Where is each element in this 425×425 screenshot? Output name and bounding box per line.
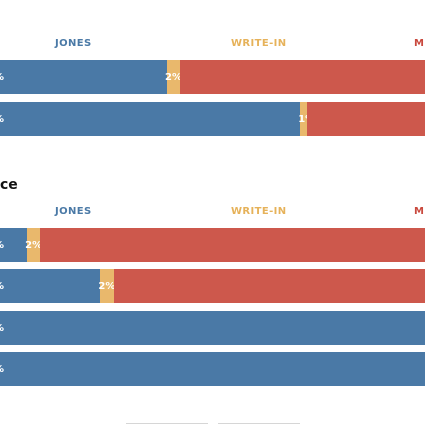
bar-row: % xyxy=(0,352,425,386)
bar-row: % 2% xyxy=(0,228,425,262)
bar-segment-write-in xyxy=(167,60,181,94)
bar-segment-jones xyxy=(0,311,425,345)
data-label-jones: % xyxy=(0,269,4,303)
column-label-other-bottom: M xyxy=(414,206,425,217)
column-label-jones-top: JONES xyxy=(55,38,92,49)
column-label-other-top: M xyxy=(414,38,425,49)
data-label-jones: % xyxy=(0,352,4,386)
data-label-write-in: 1% xyxy=(298,102,315,136)
bar-segment-other xyxy=(113,269,425,303)
bar-segment-write-in xyxy=(300,102,307,136)
bar-segment-jones xyxy=(0,102,301,136)
footer-divider-right xyxy=(218,423,300,424)
data-label-write-in: 2% xyxy=(165,71,182,83)
bar-row: % xyxy=(0,311,425,345)
bar-segment-other xyxy=(180,60,425,94)
bar-segment-jones xyxy=(0,60,167,94)
bar-row: % 2% xyxy=(0,269,425,303)
data-label-jones: % xyxy=(0,60,4,94)
bar-segment-jones xyxy=(0,269,101,303)
bar-segment-jones xyxy=(0,228,28,262)
section-title: ce xyxy=(0,177,18,193)
data-label-write-in: 2% xyxy=(25,239,43,251)
bar-row: % 1% xyxy=(0,102,425,136)
column-label-write-in-bottom: WRITE-IN xyxy=(231,206,287,217)
bar-segment-other xyxy=(306,102,425,136)
data-label-write-in: 2% xyxy=(98,280,116,292)
data-label-jones: % xyxy=(0,102,4,136)
bar-segment-write-in xyxy=(100,269,114,303)
column-label-jones-bottom: JONES xyxy=(55,206,92,217)
bar-segment-other xyxy=(40,228,425,262)
column-label-write-in-top: WRITE-IN xyxy=(231,38,287,49)
data-label-jones: % xyxy=(0,228,4,262)
data-label-jones: % xyxy=(0,311,4,345)
bar-segment-jones xyxy=(0,352,425,386)
bar-row: % 2% xyxy=(0,60,425,94)
footer-divider-left xyxy=(126,423,208,424)
bar-segment-write-in xyxy=(27,228,41,262)
